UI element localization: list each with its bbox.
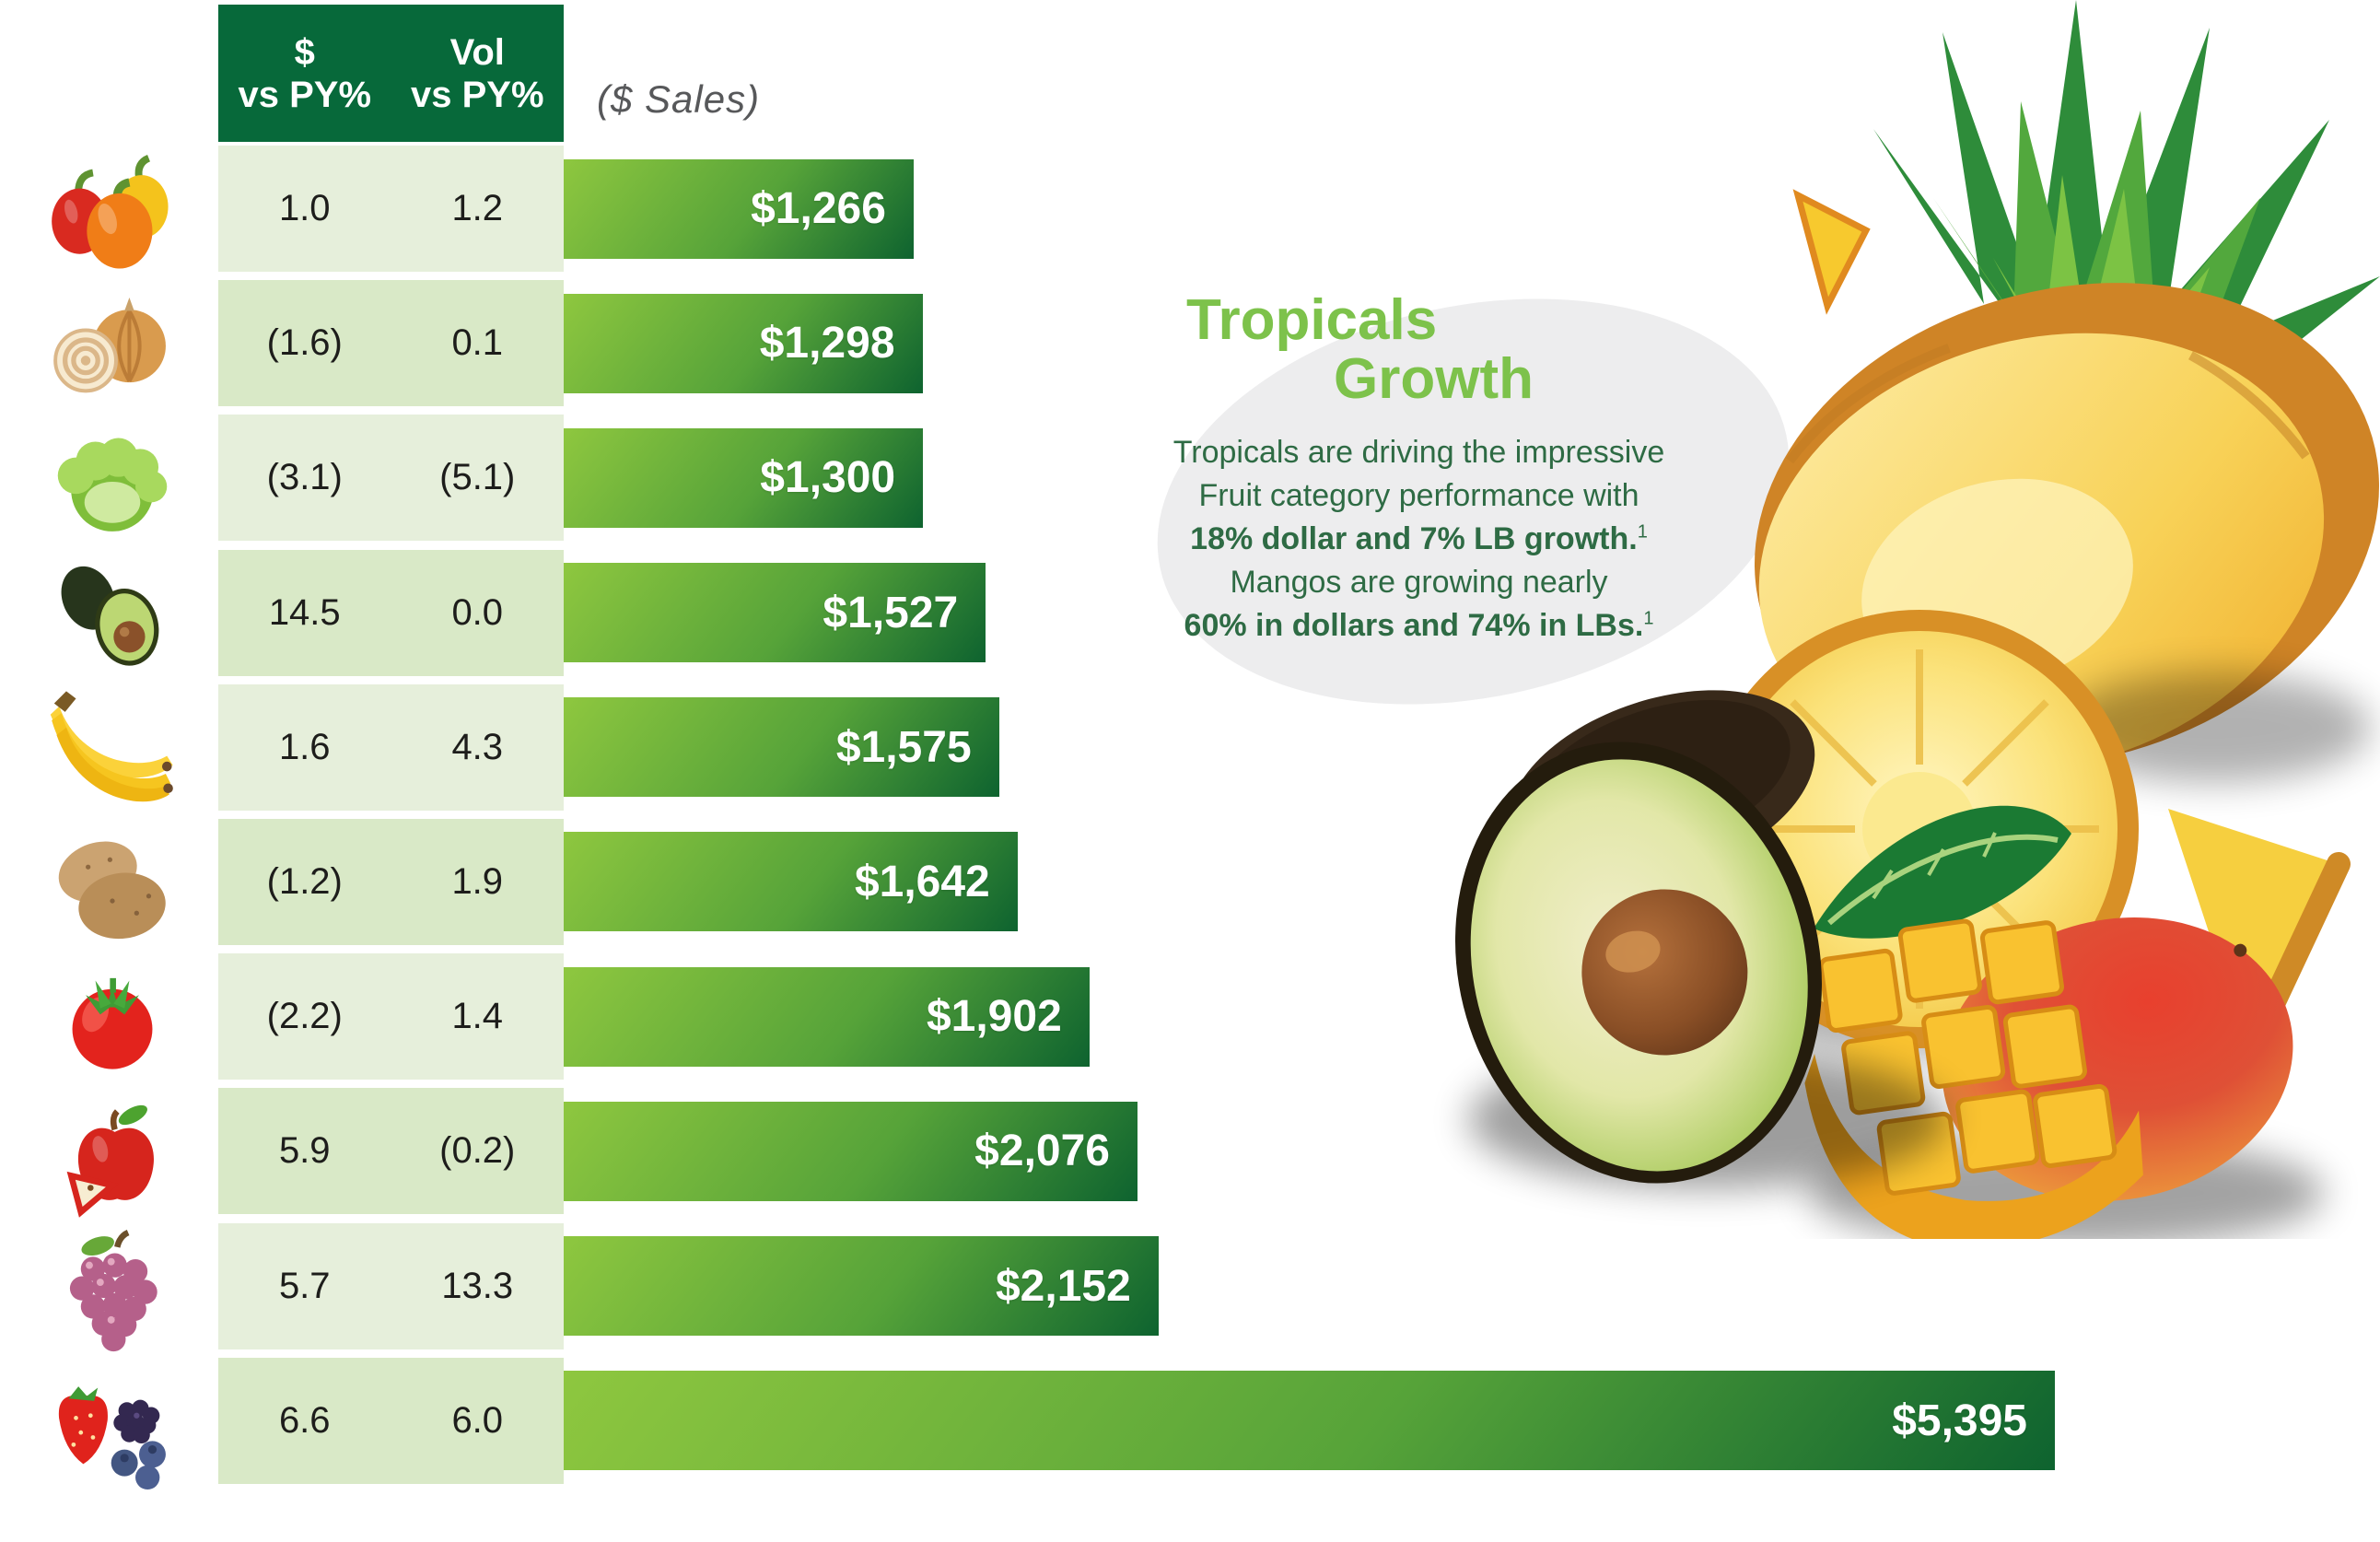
tropical-fruits-collage [1455,0,2380,1239]
dollar-vs-py-value: 5.9 [278,1130,331,1172]
table-row: 1.6 4.3 [218,683,564,811]
data-table: 1.0 1.2 (1.6) 0.1 (3.1) (5.1) 14.5 0.0 1… [218,146,564,1484]
sales-bar-label: $2,076 [974,1127,1110,1176]
tomato-icon [72,977,153,1069]
table-row: 6.6 6.0 [218,1357,564,1484]
callout-title-line2: Growth [1334,347,1534,411]
vol-vs-py-value: 6.0 [451,1399,504,1441]
sales-bar: $1,298 [564,293,923,393]
table-row: 5.9 (0.2) [218,1088,564,1215]
dollar-vs-py-value: (2.2) [266,996,343,1037]
icon-slot [7,415,217,541]
callout-line4: Mangos are growing nearly [1230,565,1608,600]
callout-body: Tropicals are driving the impressive Fru… [1168,431,1670,648]
vol-vs-py-value: (0.2) [439,1130,516,1172]
pineapple-chip [1792,189,1871,315]
berries-icon [58,1386,166,1490]
sales-bar-label: $1,642 [854,857,990,906]
table-row: 1.0 1.2 [218,146,564,272]
sales-bar-label: $1,527 [822,588,959,637]
icon-slot [7,146,217,272]
icon-slot [7,550,217,676]
sales-bar: $1,527 [564,563,986,663]
dollar-vs-py-value: 6.6 [278,1399,331,1441]
callout-title: Tropicals Growth [1186,291,1534,409]
lettuce-icon [57,438,168,532]
icon-slot [7,819,217,945]
sales-bar: $5,395 [564,1371,2055,1471]
icon-slot [7,1223,217,1352]
icon-slot [7,953,217,1080]
apple-icon [66,1104,154,1218]
callout-line3: 18% dollar and 7% LB growth. [1190,521,1638,556]
sales-bar-label: $1,575 [835,722,972,772]
table-row: (3.1) (5.1) [218,415,564,542]
icon-slot [7,280,217,406]
icon-slot [7,1088,217,1218]
table-row: 14.5 0.0 [218,549,564,676]
avocado-icon [61,566,159,666]
table-row: (2.2) 1.4 [218,953,564,1081]
sales-bar: $1,575 [564,697,999,798]
dollar-vs-py-value: (1.2) [266,860,343,902]
sales-bar-label: $1,298 [759,319,895,368]
dollar-vs-py-value: 1.6 [278,726,331,767]
table-row: (1.2) 1.9 [218,818,564,945]
table-row: 5.7 13.3 [218,1222,564,1349]
sales-bar: $1,300 [564,427,924,528]
sales-bar-label: $1,902 [926,992,1062,1042]
bananas-icon [50,691,173,802]
category-icon-column [7,146,217,1490]
sales-bar: $1,642 [564,832,1018,932]
sales-axis-label: ($ Sales) [597,77,761,121]
icon-slot [7,684,217,811]
column-header-dollar-vs-py: $ vs PY% [218,5,391,142]
mango-leaf-icon [1814,805,2071,939]
column-header-vol-vs-py: Vol vs PY% [391,5,565,142]
sales-bar: $1,266 [564,158,914,259]
dollar-vs-py-value: (1.6) [266,322,343,364]
footnote-marker: 1 [1643,608,1654,629]
column-header-dollar-top: $ [294,31,315,73]
vol-vs-py-value: 1.2 [451,188,504,228]
callout-line1: Tropicals are driving the impressive [1172,435,1665,470]
potatoes-icon [58,841,166,940]
dollar-vs-py-value: 14.5 [268,591,341,633]
sales-bar: $2,152 [564,1236,1159,1336]
dollar-vs-py-value: (3.1) [266,457,343,498]
avocado-half [1455,742,1822,1184]
mango-cube-slice [1804,918,2143,1239]
icon-slot [7,1358,217,1490]
table-header: $ vs PY% Vol vs PY% [218,5,564,142]
bell-peppers-icon [52,154,169,269]
column-header-vol-top: Vol [449,31,505,73]
footnote-marker: 1 [1637,521,1648,543]
sales-bar: $2,076 [564,1101,1138,1201]
grapes-icon [69,1230,158,1352]
column-header-dollar-bottom: vs PY% [238,74,372,115]
vol-vs-py-value: 1.9 [451,860,504,902]
callout-line5: 60% in dollars and 74% in LBs. [1184,608,1644,643]
vol-vs-py-value: 1.4 [451,996,504,1037]
vol-vs-py-value: 13.3 [441,1265,514,1306]
vol-vs-py-value: 4.3 [451,726,504,767]
sales-bar-chart: $1,266 $1,298 $1,300 $1,527 $1,575 $1,64… [564,146,2055,1484]
sales-bar-label: $1,300 [760,453,896,503]
sales-bar: $1,902 [564,966,1090,1067]
sales-bar-label: $1,266 [751,184,886,233]
callout-title-line1: Tropicals [1186,288,1438,352]
table-row: (1.6) 0.1 [218,280,564,407]
dollar-vs-py-value: 5.7 [278,1265,331,1306]
sales-bar-label: $5,395 [1892,1396,2027,1445]
column-header-vol-bottom: vs PY% [410,74,544,115]
dollar-vs-py-value: 1.0 [278,188,331,228]
vol-vs-py-value: 0.1 [451,322,504,364]
onion-icon [53,297,166,393]
vol-vs-py-value: (5.1) [439,457,516,498]
vol-vs-py-value: 0.0 [451,591,504,633]
callout-line2: Fruit category performance with [1198,478,1639,513]
sales-bar-label: $2,152 [995,1261,1131,1311]
shadow [2058,672,2371,783]
